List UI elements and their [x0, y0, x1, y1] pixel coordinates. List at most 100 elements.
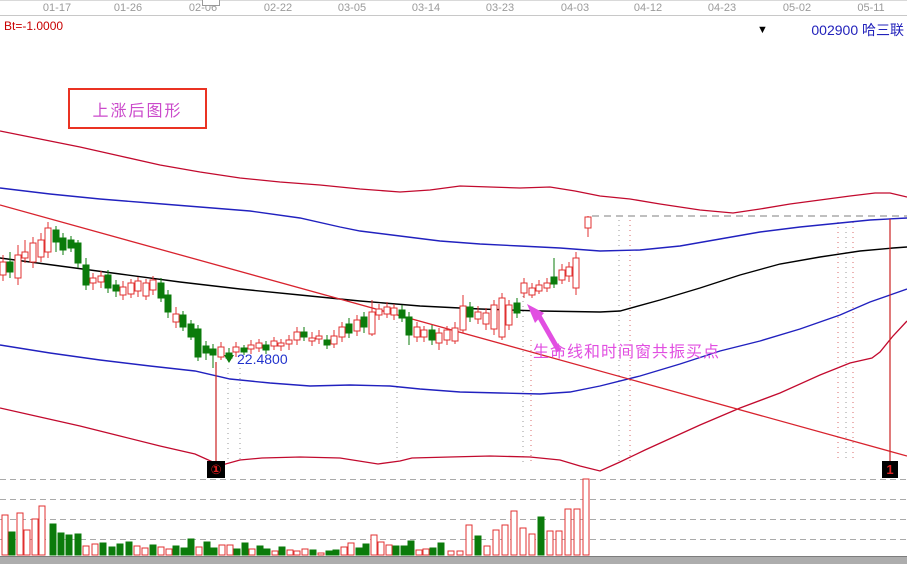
candlestick [14, 254, 22, 279]
candlestick [232, 346, 240, 353]
volume-bar [429, 547, 437, 556]
candlestick [82, 264, 90, 286]
volume-bar [38, 505, 46, 556]
volume-bar [309, 549, 317, 556]
volume-series [1, 478, 590, 556]
candlestick [490, 304, 498, 330]
stock-code-label[interactable]: 002900 哈三联 [811, 22, 904, 38]
upper-band [0, 130, 907, 214]
signal-marker-label: 1 [886, 462, 893, 477]
axis-tick-label: 01-26 [113, 2, 143, 14]
signal-marker-label: ① [210, 462, 221, 477]
candlestick [134, 280, 142, 292]
candlestick [270, 340, 278, 347]
candlestick [89, 277, 97, 284]
candlestick [405, 316, 413, 336]
volume-bar [370, 534, 378, 556]
candlestick [247, 344, 255, 350]
volume-bar [325, 550, 333, 556]
volume-bar [91, 543, 99, 556]
volume-bar [501, 524, 509, 556]
volume-bar [141, 547, 149, 556]
candlestick [44, 227, 52, 253]
candlestick [550, 276, 558, 285]
candlestick [505, 304, 513, 326]
candlestick [315, 335, 323, 340]
volume-bar [74, 533, 82, 556]
buy-point-annotation-text: 生命线和时间窗共振买点 [533, 344, 721, 361]
volume-bar [456, 550, 464, 556]
candlestick [262, 344, 270, 351]
volume-bar [149, 544, 157, 556]
volume-bar [340, 546, 348, 556]
candlestick [209, 348, 217, 356]
candlestick [29, 242, 37, 263]
axis-tick-label: 03-23 [485, 2, 515, 14]
volume-bar [125, 541, 133, 556]
candlestick [428, 329, 436, 341]
candlestick [308, 337, 316, 342]
top-widget-fragment [202, 0, 220, 6]
candlestick [474, 311, 482, 320]
candlestick [584, 216, 592, 229]
candlestick [482, 312, 490, 325]
volume-bar [564, 508, 572, 556]
low-price-arrow-icon [224, 355, 234, 363]
candlestick [443, 329, 451, 341]
volume-bar [23, 529, 31, 556]
candlestick [187, 323, 195, 338]
signal-marker: ① [207, 461, 225, 478]
volume-bar [483, 545, 491, 556]
candlestick [149, 279, 157, 291]
candlestick [97, 275, 105, 283]
candlestick [194, 328, 202, 358]
axis-tick-label: 03-05 [337, 2, 367, 14]
volume-bar [362, 543, 370, 556]
signal-marker: 1 [882, 461, 898, 478]
candlestick [528, 287, 536, 296]
volume-bar [301, 548, 309, 556]
candlestick [240, 347, 248, 353]
volume-bar [195, 546, 203, 556]
volume-bar [400, 545, 408, 556]
candlestick [127, 282, 135, 295]
axis-tick-label: 04-23 [707, 2, 737, 14]
buy-point-arrow-shaft [536, 314, 562, 353]
candlestick [67, 239, 75, 249]
candlestick [330, 335, 338, 345]
volume-bar [157, 546, 165, 556]
candlestick [164, 294, 172, 313]
candlestick [217, 346, 225, 358]
volume-bar [57, 532, 65, 556]
volume-bar [465, 524, 473, 556]
volume-bar [256, 545, 264, 556]
candlestick [451, 327, 459, 342]
chevron-down-icon[interactable]: ▼ [757, 24, 768, 36]
candlestick [179, 314, 187, 328]
volume-bar [108, 546, 116, 556]
volume-bar [528, 533, 536, 556]
date-axis: 01-17 01-26 02-06 02-22 03-05 03-14 03-23 04-03… [0, 0, 907, 16]
volume-bar [16, 512, 24, 556]
volume-bar [332, 549, 340, 556]
volume-bar [355, 547, 363, 556]
candlestick [435, 332, 443, 344]
candlestick [0, 261, 7, 276]
volume-bar [377, 541, 385, 556]
candlestick [112, 284, 120, 292]
upper-blue [0, 187, 907, 252]
pattern-annotation-text: 上涨后图形 [92, 102, 183, 120]
candlestick [345, 323, 353, 334]
candlestick [498, 297, 506, 338]
horizontal-scrollbar[interactable] [0, 556, 907, 564]
axis-tick-label: 02-22 [263, 2, 293, 14]
candlestick [255, 342, 263, 349]
candlestick [293, 331, 301, 341]
volume-bar [99, 542, 107, 556]
volume-bar [116, 543, 124, 556]
volume-bar [210, 547, 218, 556]
volume-bar [278, 546, 286, 556]
volume-bar [537, 516, 545, 556]
candlestick [572, 257, 580, 289]
